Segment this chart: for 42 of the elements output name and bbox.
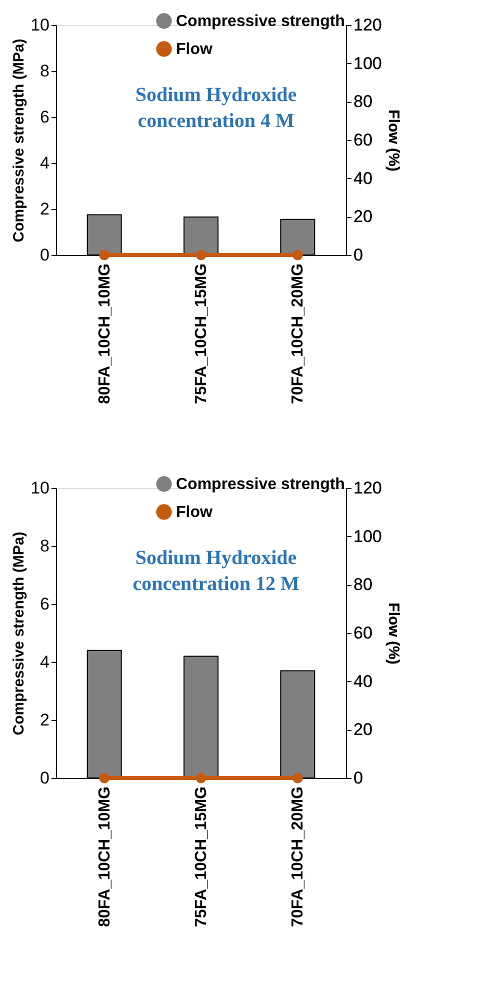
legend-label: Flow: [176, 41, 213, 58]
y2-tick-label: 20: [354, 207, 372, 226]
y-tick-label: 10: [30, 478, 50, 498]
y2-tick-label: 40: [354, 672, 372, 691]
y2-tick-label: 80: [354, 575, 372, 594]
y-tick-label: 8: [40, 536, 50, 556]
y-tick-label: 6: [40, 594, 50, 614]
x-tick-label: 80FA_10CH_10MG: [96, 264, 114, 404]
annotation: Sodium Hydroxide concentration 4 M: [135, 84, 297, 132]
y-tick-label: 6: [40, 108, 50, 126]
annotation: Sodium Hydroxide concentration 12 M: [132, 547, 300, 595]
y-tick-label: 2: [40, 710, 50, 730]
legend-label: Flow: [176, 504, 213, 521]
legend-label: Compressive strength: [176, 476, 345, 493]
y-tick-label: 2: [40, 200, 50, 218]
x-tick-label: 70FA_10CH_20MG: [290, 264, 307, 404]
y2-tick-label: 60: [354, 624, 372, 642]
x-tick-label: 80FA_10CH_10MG: [96, 786, 114, 928]
y2-tick-label: 60: [354, 130, 372, 150]
legend-label: Compressive strength: [176, 13, 345, 30]
y2-tick-label: 0: [354, 246, 363, 264]
y2-tick-label: 100: [354, 526, 382, 546]
y2-tick-label: 20: [354, 720, 372, 740]
y-tick-label: 10: [30, 16, 50, 34]
y2-tick-label: 80: [354, 92, 372, 112]
y2-tick-label: 40: [354, 168, 372, 188]
x-tick-label: 75FA_10CH_15MG: [193, 264, 210, 404]
y2-axis-title: Flow (%): [384, 602, 402, 664]
x-tick-label: 70FA_10CH_20MG: [290, 786, 307, 928]
x-tick-label: 75FA_10CH_15MG: [193, 786, 210, 928]
y-tick-label: 4: [40, 652, 50, 672]
y2-tick-label: 100: [354, 54, 382, 73]
y2-tick-label: 120: [354, 16, 382, 34]
y-tick-label: 0: [40, 246, 50, 264]
y-tick-label: 8: [40, 62, 50, 80]
y-tick-label: 0: [40, 768, 50, 788]
y2-tick-label: 0: [354, 768, 363, 788]
y-axis-title: Compressive strength (MPa): [10, 532, 28, 736]
y2-tick-label: 120: [354, 478, 382, 498]
y-tick-label: 4: [40, 154, 50, 172]
y-axis-title: Compressive strength (MPa): [10, 38, 28, 242]
y2-axis-title: Flow (%): [384, 110, 402, 172]
